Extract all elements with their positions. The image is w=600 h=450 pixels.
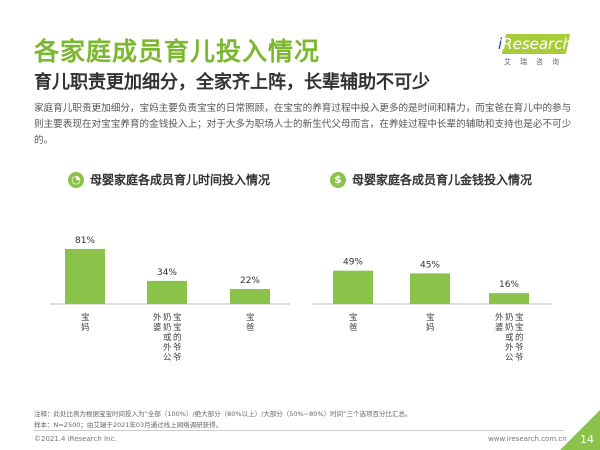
description: 家庭育儿职责更加细分，宝妈主要负责宝宝的日常照顾，在宝宝的养育过程中投入更多的是…: [34, 103, 572, 146]
clock-icon: ◔: [68, 171, 84, 188]
chart2-category-label: 宝宝的爷爷奶奶或外公外婆: [495, 312, 524, 363]
page-number: 14: [580, 433, 594, 446]
bar-charts: 81% 宝妈 34% 宝宝的爷爷奶奶或外公外婆 22% 宝爸 49% 宝爸 45% 宝妈 16% 宝宝…: [50, 236, 552, 363]
chart1-value-label: 81%: [75, 236, 95, 246]
sample-note: 样本：N=2500；由艾瑞于2021年03月通过线上网络调研获得。: [34, 421, 223, 429]
page-corner: [560, 410, 600, 450]
chart1-category-label: 宝爸: [246, 312, 255, 333]
chart1-category-label: 宝妈: [81, 312, 90, 333]
divider: [34, 430, 564, 431]
chart2-category-label: 宝爸: [349, 312, 358, 333]
website: www.iresearch.com.cn: [488, 435, 567, 443]
chart1-bar: [147, 280, 187, 304]
chart2-value-label: 45%: [420, 260, 440, 270]
chart2-bar: [489, 293, 529, 304]
footnote: 注释：此处比例为根据宝宝时间投入为“全部（100%）/绝大部分（80%以上）/大…: [34, 410, 412, 418]
chart1-value-label: 22%: [240, 276, 260, 286]
chart2-bar: [410, 273, 450, 304]
chart2-category-label: 宝妈: [426, 312, 435, 333]
chart1-title: ◔ 母婴家庭各成员育儿时间投入情况: [68, 171, 270, 188]
chart1-bar: [230, 289, 270, 304]
chart1-category-label: 宝宝的爷爷奶奶或外公外婆: [153, 312, 182, 363]
money-bag-icon: $: [330, 171, 346, 188]
chart1-value-label: 34%: [157, 268, 177, 278]
page-title: 各家庭成员育儿投入情况: [34, 37, 321, 66]
chart2-value-label: 16%: [499, 280, 519, 290]
chart2-title: $ 母婴家庭各成员育儿金钱投入情况: [330, 171, 532, 188]
iresearch-logo: iResearch 艾瑞咨询: [498, 34, 572, 66]
chart1-bar: [65, 248, 105, 304]
chart2-bar: [333, 270, 373, 304]
copyright: ©2021.4 iResearch Inc.: [34, 435, 117, 443]
page-subtitle: 育儿职责更加细分，全家齐上阵，长辈辅助不可少: [34, 72, 430, 93]
chart2-value-label: 49%: [343, 258, 363, 268]
